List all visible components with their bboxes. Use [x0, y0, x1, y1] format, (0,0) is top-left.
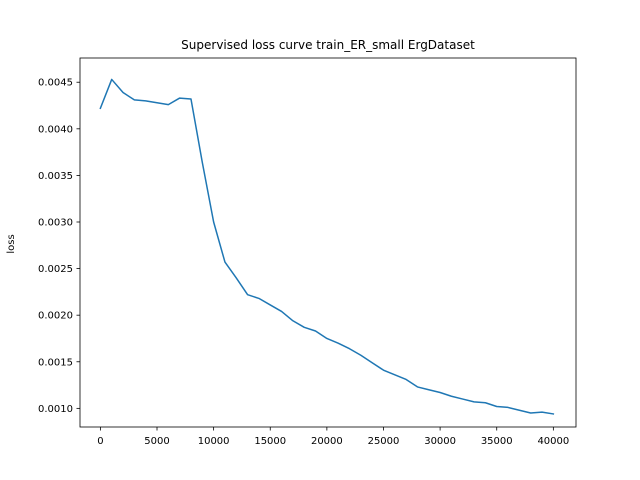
x-tick-label: 0 — [97, 436, 103, 447]
y-tick-label: 0.0025 — [38, 264, 73, 275]
y-tick-label: 0.0020 — [38, 311, 73, 322]
chart-title: Supervised loss curve train_ER_small Erg… — [181, 38, 475, 52]
y-tick-label: 0.0040 — [38, 124, 73, 135]
y-tick-label: 0.0010 — [38, 404, 73, 415]
y-tick-label: 0.0015 — [38, 357, 73, 368]
x-axis: 0 5000 10000 15000 20000 25000 30000 35000 40000 — [97, 427, 569, 447]
y-tick-label: 0.0045 — [38, 78, 73, 89]
y-tick-label: 0.0030 — [38, 218, 73, 229]
x-tick-label: 15000 — [254, 436, 286, 447]
x-tick-label: 10000 — [198, 436, 230, 447]
x-tick-label: 25000 — [368, 436, 400, 447]
plot-area — [99, 78, 555, 415]
x-tick-label: 5000 — [144, 436, 169, 447]
x-tick-label: 35000 — [481, 436, 513, 447]
x-tick-label: 20000 — [311, 436, 343, 447]
plot-frame — [79, 57, 577, 428]
y-axis-label: loss — [6, 234, 17, 253]
y-axis: 0.0010 0.0015 0.0020 0.0025 0.0030 0.0035 0.00… — [38, 78, 80, 415]
x-tick-label: 40000 — [537, 436, 569, 447]
y-tick-label: 0.0035 — [38, 171, 73, 182]
series-line-loss — [99, 78, 555, 415]
x-tick-label: 30000 — [424, 436, 456, 447]
